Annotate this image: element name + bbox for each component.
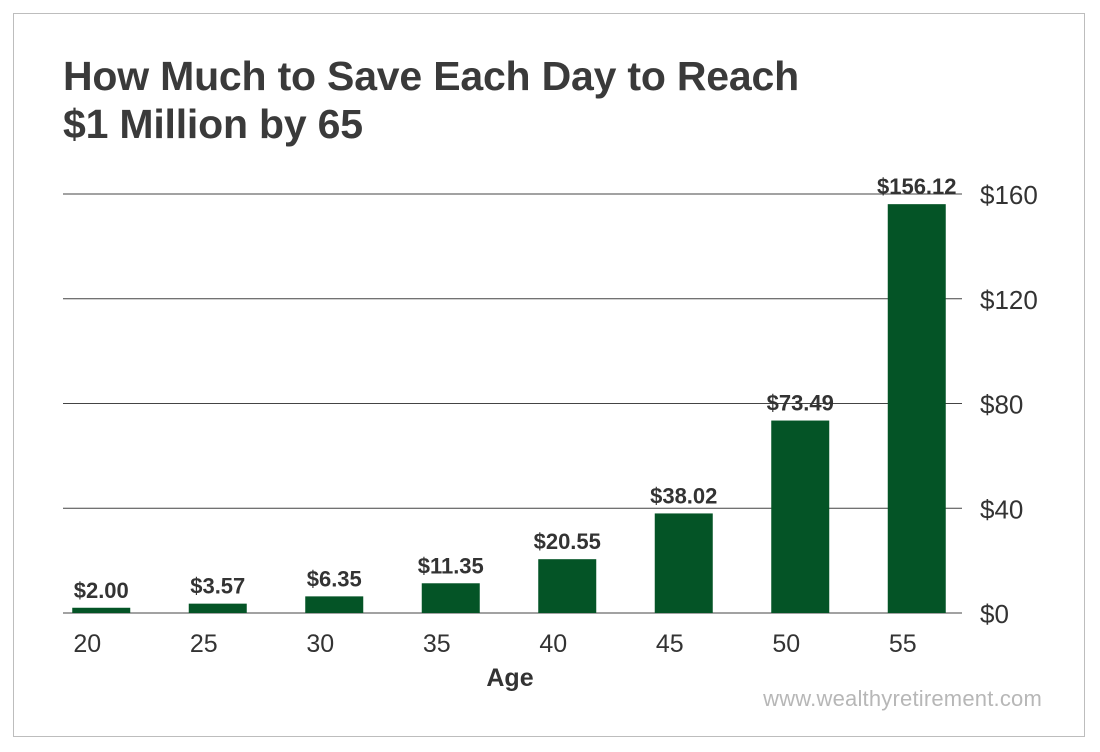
x-tick-label: 55	[889, 630, 917, 658]
x-axis-ticks: 20 25 30 35 40 45 50 55	[73, 630, 916, 658]
bar-age-50	[771, 420, 830, 613]
chart-title: How Much to Save Each Day to Reach $1 Mi…	[63, 52, 799, 148]
bar-age-35	[421, 583, 480, 613]
source-watermark: www.wealthyretirement.com	[763, 686, 1042, 711]
chart-title-line-1: How Much to Save Each Day to Reach	[63, 53, 799, 99]
y-tick-label: $160	[980, 180, 1038, 210]
data-label: $3.57	[190, 574, 245, 599]
bar-age-30	[305, 596, 364, 613]
data-label: $156.12	[877, 174, 957, 199]
bar-age-55	[887, 204, 946, 613]
y-tick-label: $40	[980, 494, 1023, 524]
data-label: $2.00	[74, 578, 129, 603]
chart-title-line-2: $1 Million by 65	[63, 101, 363, 147]
x-tick-label: 30	[306, 630, 334, 658]
data-label: $73.49	[767, 391, 834, 416]
data-label: $38.02	[650, 483, 717, 508]
data-label: $6.35	[307, 566, 362, 591]
x-tick-label: 20	[73, 630, 101, 658]
x-tick-label: 40	[539, 630, 567, 658]
x-tick-label: 50	[772, 630, 800, 658]
y-tick-label: $80	[980, 390, 1023, 420]
x-tick-label: 25	[190, 630, 218, 658]
x-tick-label: 45	[656, 630, 684, 658]
bar-age-25	[188, 603, 247, 613]
bar-age-45	[654, 513, 713, 613]
bar-age-40	[538, 559, 597, 613]
data-labels: $2.00 $3.57 $6.35 $11.35 $20.55 $38.02 $73.49 $…	[74, 174, 957, 603]
data-label: $11.35	[418, 553, 484, 578]
y-axis-ticks: $0 $40 $80 $120 $160	[980, 180, 1038, 629]
x-axis-title: Age	[486, 664, 533, 692]
data-label: $20.55	[534, 529, 601, 554]
bars	[72, 204, 946, 613]
x-tick-label: 35	[423, 630, 451, 658]
y-tick-label: $0	[980, 599, 1009, 629]
bar-age-20	[72, 607, 131, 613]
y-tick-label: $120	[980, 285, 1038, 315]
